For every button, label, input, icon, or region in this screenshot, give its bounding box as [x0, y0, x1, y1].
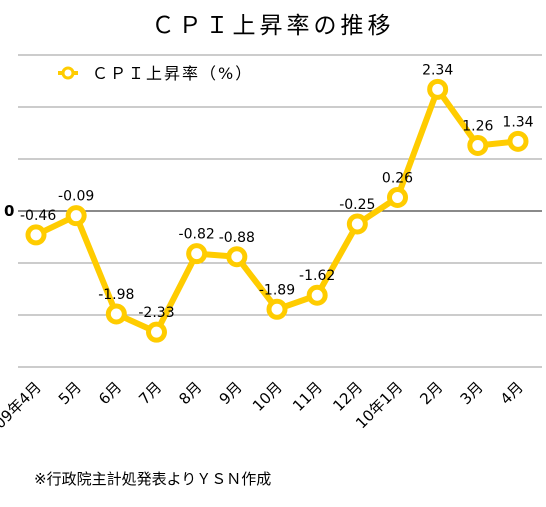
source-note: ※行政院主計処発表よりＹＳＮ作成	[34, 470, 271, 488]
grid-lines	[18, 54, 542, 368]
data-point	[427, 78, 449, 100]
data-point	[387, 186, 408, 208]
data-point	[266, 298, 288, 320]
data-label: 2.34	[422, 62, 453, 78]
x-tick-label: 3月	[457, 378, 487, 408]
chart-title: ＣＰＩ上昇率の推移	[152, 13, 395, 39]
x-tick-label: 9月	[216, 378, 246, 408]
data-label: -0.46	[20, 208, 56, 224]
data-label: 1.26	[462, 118, 493, 134]
data-point	[346, 213, 368, 235]
data-point	[186, 243, 208, 265]
x-tick-label: 09年4月	[0, 378, 45, 432]
legend-label: ＣＰＩ上昇率（%）	[92, 64, 253, 83]
data-point	[105, 303, 127, 325]
data-label: -0.09	[58, 189, 94, 205]
data-point	[226, 246, 248, 268]
data-point	[146, 321, 167, 343]
data-point	[306, 284, 328, 306]
y-tick-zero: 0	[4, 202, 14, 220]
data-label: 0.26	[382, 170, 413, 186]
x-tick-label: 6月	[95, 378, 125, 408]
legend: ＣＰＩ上昇率（%）	[58, 64, 253, 83]
x-tick-label: 8月	[175, 378, 205, 408]
x-tick-label: 5月	[55, 378, 85, 408]
x-tick-label: 12月	[329, 378, 366, 415]
data-label: 1.34	[502, 114, 533, 130]
x-tick-label: 7月	[135, 378, 165, 408]
x-tick-label: 10月	[249, 378, 286, 415]
data-point	[25, 224, 47, 246]
data-label: -0.82	[179, 227, 215, 243]
x-tick-label: 2月	[416, 378, 446, 408]
data-label: -1.62	[299, 268, 335, 284]
data-label: -0.25	[339, 197, 375, 213]
data-label: -2.33	[138, 305, 174, 321]
data-point	[507, 130, 529, 152]
x-tick-label: 4月	[497, 378, 527, 408]
x-tick-label: 11月	[289, 378, 326, 415]
data-label: -0.88	[219, 230, 255, 246]
legend-marker	[61, 66, 75, 80]
data-label: -1.98	[98, 287, 134, 303]
data-point	[65, 205, 87, 227]
series-cpi: -0.46-0.09 -1.98-2.33 -0.82 -0.88 -1.89-1.62…	[20, 62, 534, 343]
data-label: -1.89	[259, 282, 295, 298]
data-point	[467, 134, 489, 156]
